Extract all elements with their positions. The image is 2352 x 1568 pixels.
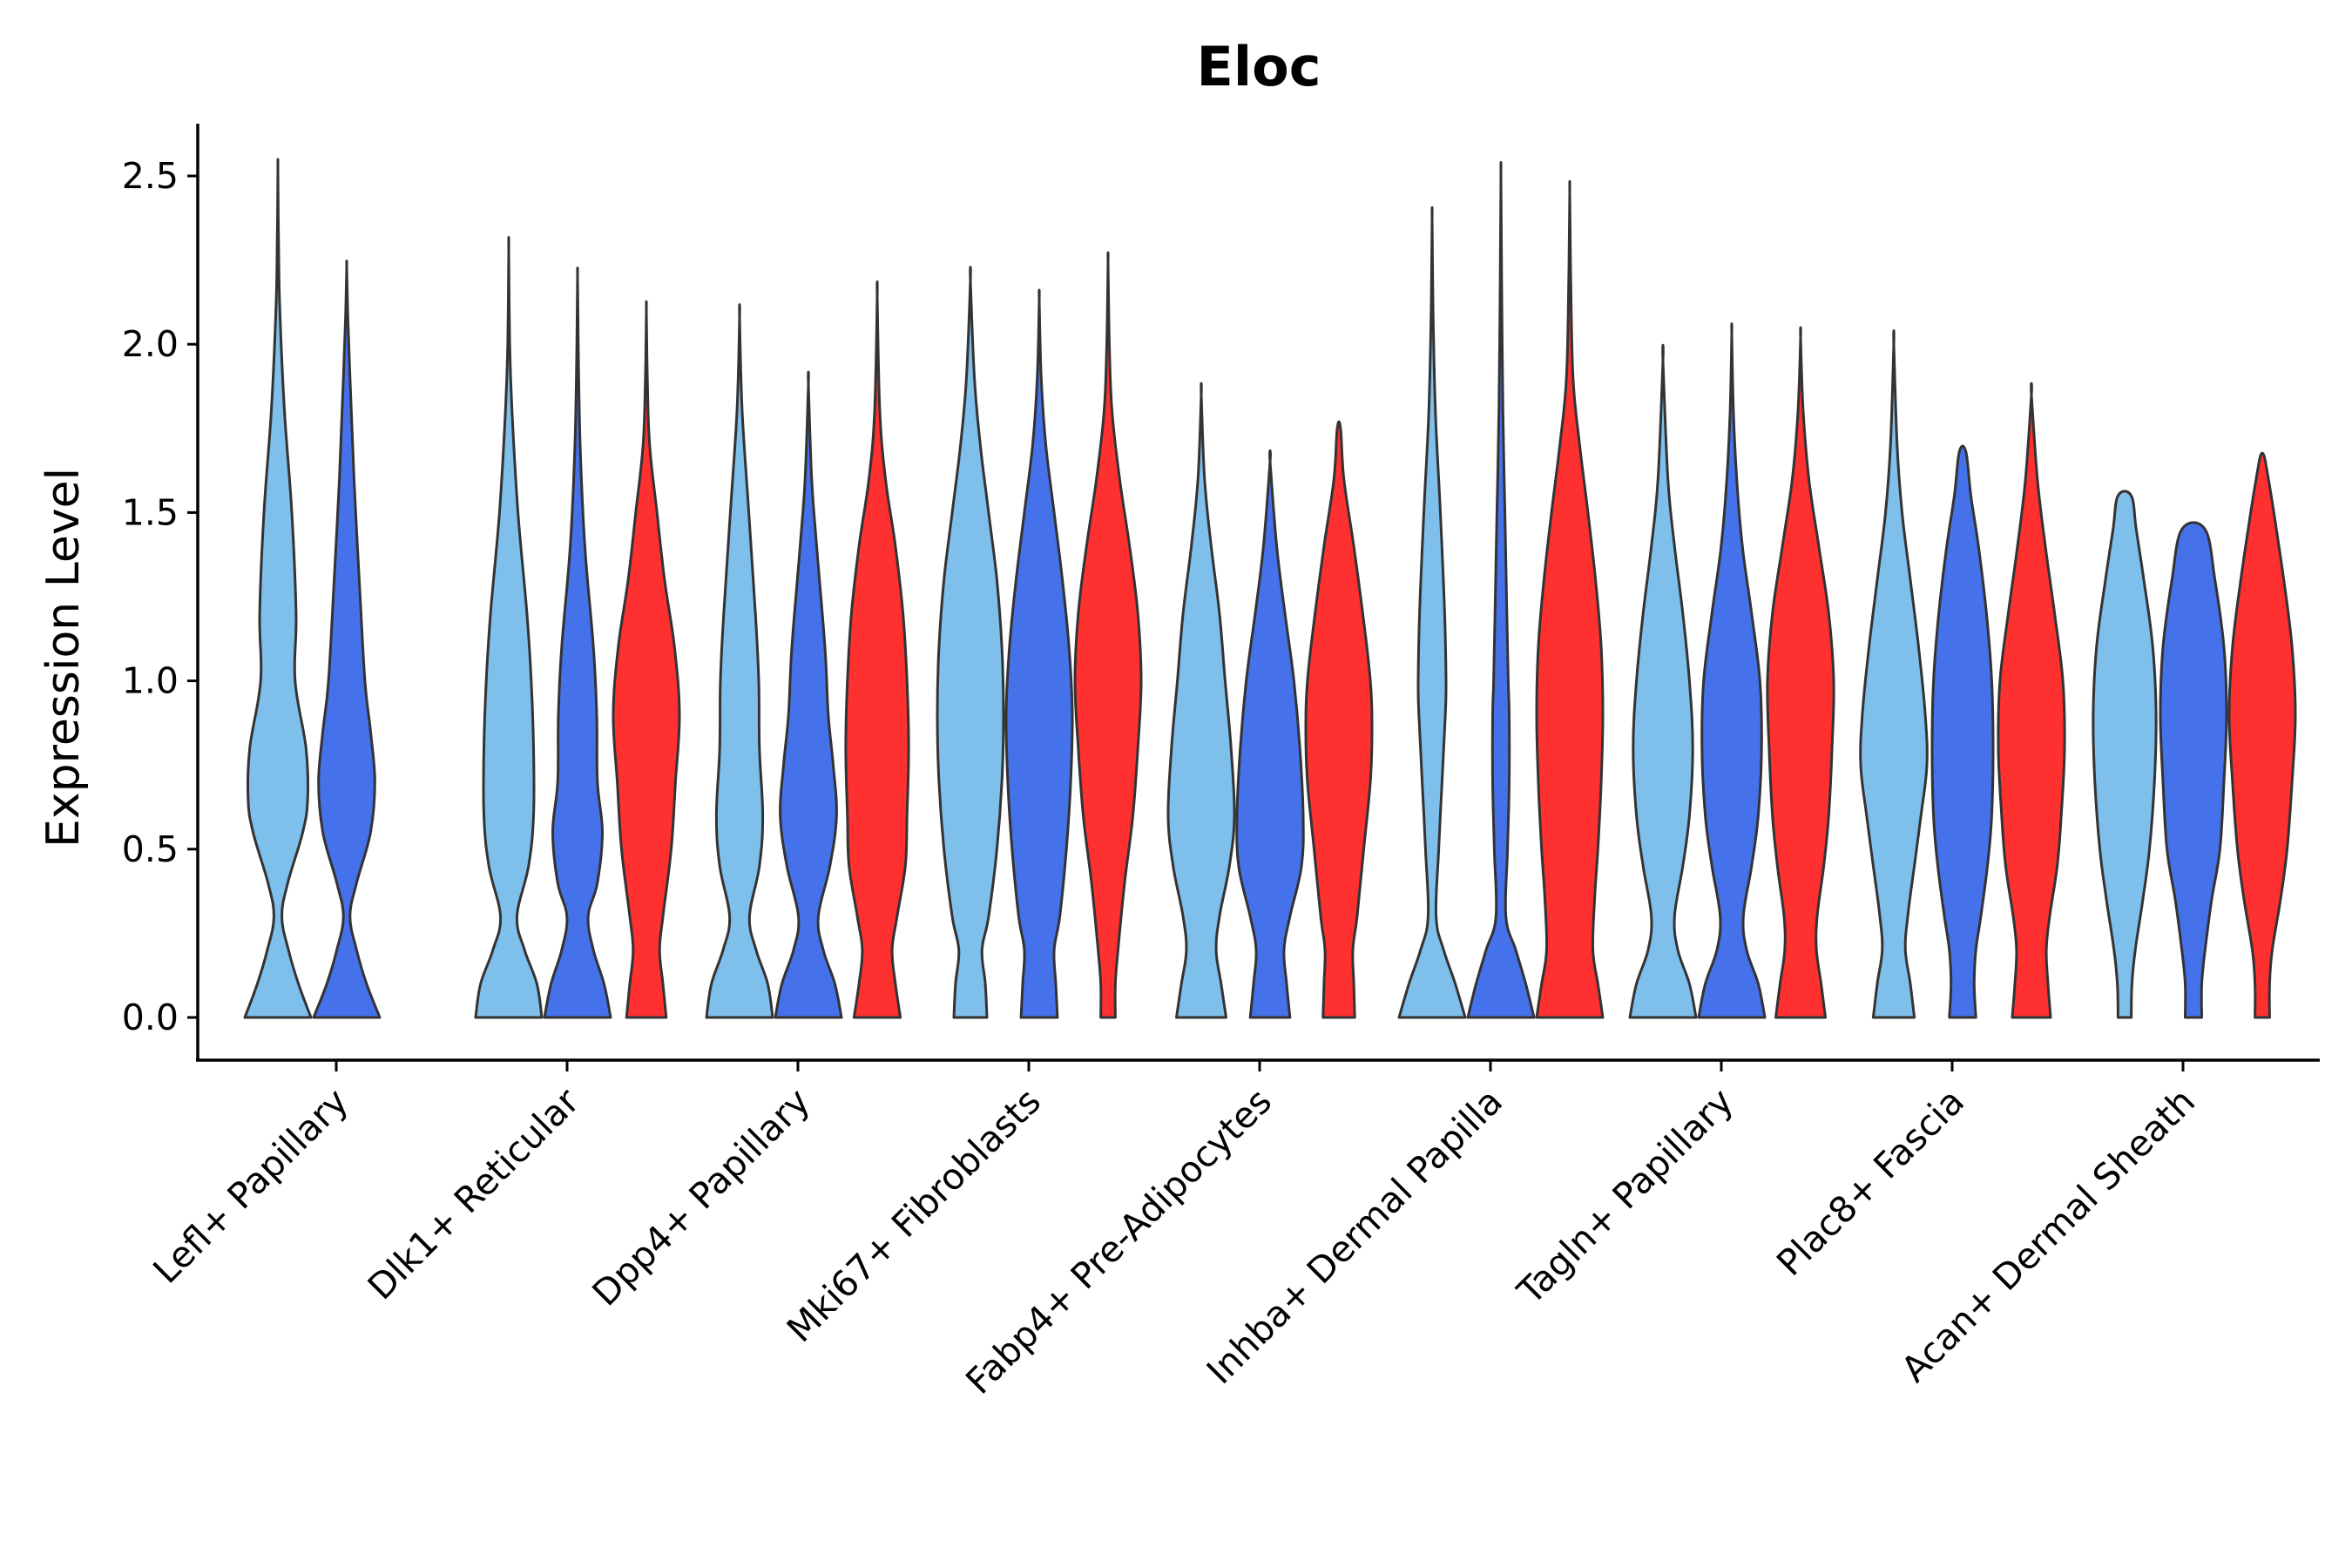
y-axis-ticks: 0.0 0.5 1.0 1.5 2.0 2.5 — [122, 155, 198, 1038]
violins-layer — [243, 158, 2297, 1019]
violin-2-1 — [774, 370, 843, 1019]
violin-0-0 — [243, 158, 313, 1019]
violin-7-1 — [1930, 444, 1995, 1019]
violin-6-1 — [1697, 322, 1767, 1019]
violin-8-1 — [2159, 521, 2228, 1019]
violin-3-2 — [1073, 251, 1143, 1019]
y-tick-label: 0.5 — [122, 828, 179, 870]
violin-2-2 — [844, 280, 910, 1019]
violin-7-0 — [1859, 329, 1929, 1019]
x-tick-label: Tagln+ Papillary — [1509, 1080, 1741, 1313]
violin-5-1 — [1466, 160, 1536, 1019]
violin-2-0 — [705, 303, 774, 1019]
violin-1-2 — [612, 300, 681, 1019]
x-tick-label: Lefl+ Papillary — [145, 1080, 357, 1292]
y-tick-label: 1.0 — [122, 660, 179, 702]
violin-6-0 — [1628, 343, 1698, 1019]
violin-4-0 — [1166, 382, 1236, 1019]
violin-4-1 — [1235, 449, 1305, 1019]
y-tick-label: 1.5 — [122, 491, 179, 533]
violin-5-2 — [1535, 179, 1605, 1019]
violin-4-2 — [1304, 420, 1374, 1019]
y-tick-label: 2.0 — [122, 323, 179, 365]
x-tick-label: Dlk1+ Reticular — [360, 1080, 587, 1308]
violin-5-0 — [1397, 206, 1467, 1019]
violin-1-0 — [474, 235, 544, 1019]
violin-7-2 — [1997, 382, 2066, 1019]
violin-1-1 — [543, 266, 612, 1019]
violin-8-2 — [2227, 451, 2297, 1019]
violin-8-0 — [2092, 490, 2158, 1019]
violin-0-1 — [312, 260, 382, 1019]
y-axis-label: Expression Level — [37, 468, 90, 848]
y-tick-label: 0.0 — [122, 997, 179, 1038]
violin-6-2 — [1766, 326, 1835, 1019]
violin-3-0 — [936, 266, 1005, 1019]
x-tick-label: Dpp4+ Papillary — [585, 1080, 818, 1314]
violin-3-1 — [1004, 288, 1074, 1019]
chart-title: Eloc — [1197, 35, 1321, 98]
y-tick-label: 2.5 — [122, 155, 179, 197]
x-tick-label: Plac8+ Fascia — [1768, 1080, 1972, 1284]
x-tick-label: Mki67+ Fibroblasts — [779, 1080, 1049, 1350]
